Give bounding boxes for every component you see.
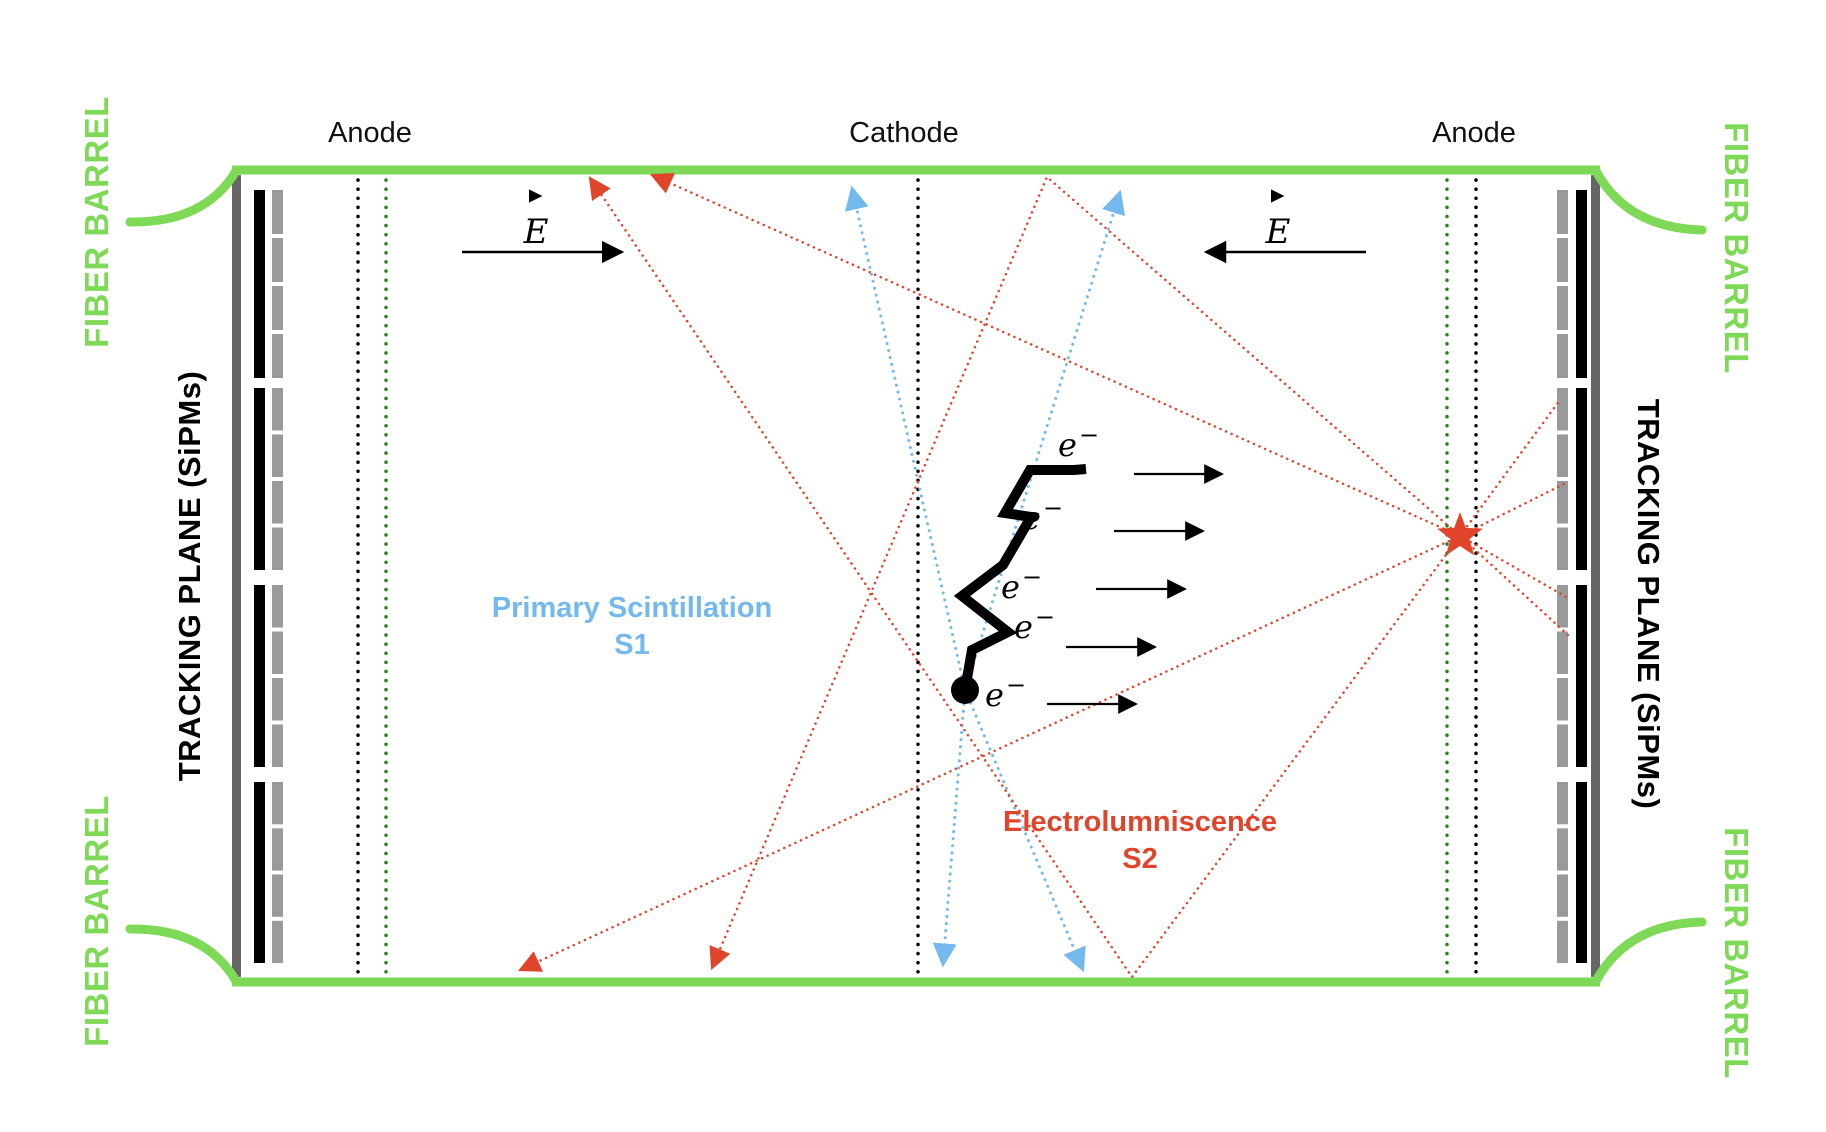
- track-origin-dot: [951, 676, 979, 704]
- sipm-pad: [1557, 678, 1568, 721]
- sipm-pad: [1557, 828, 1568, 871]
- field-label-left: E: [523, 212, 549, 252]
- sipm-board: [1576, 585, 1587, 767]
- track-path: [953, 464, 1087, 691]
- left-endcap: [232, 175, 241, 977]
- sipm-pad: [272, 874, 283, 917]
- sipm-pad: [1557, 388, 1568, 431]
- electroluminescence-star-icon: [1437, 512, 1483, 556]
- sipm-board: [1576, 782, 1587, 963]
- sipm-pad: [1557, 724, 1568, 767]
- sipm-pad: [272, 286, 283, 330]
- sipm-pad: [272, 334, 283, 378]
- s2-ray-to-top-left: [649, 172, 1462, 538]
- anode-left-label: Anode: [328, 117, 412, 149]
- cathode-label: Cathode: [849, 117, 959, 149]
- fiber-barrel-label-top-right: FIBER BARREL: [1718, 122, 1755, 374]
- s2-ray-to-sipm-4: [1458, 534, 1570, 637]
- detector-vessel: [232, 165, 1600, 987]
- sipm-board: [254, 190, 265, 378]
- sipm-pad: [272, 190, 283, 234]
- sipm-pad: [272, 434, 283, 477]
- field-label-right: E: [1265, 212, 1291, 252]
- s2-ray-to-sipm-2: [1458, 480, 1570, 538]
- s1-light-paths: [845, 185, 1126, 973]
- sipm-array-right: [1557, 190, 1587, 964]
- s2-ray-reflect-top: [709, 174, 1462, 971]
- vessel-interior: [238, 175, 1594, 977]
- sipm-array-left: [254, 190, 283, 964]
- barrel-arc-bottom-left: [125, 924, 241, 986]
- sipm-board: [1576, 388, 1587, 570]
- sipm-pad: [272, 920, 283, 964]
- s2-label-line2: S2: [1122, 843, 1157, 875]
- sipm-pad: [1557, 190, 1568, 234]
- sipm-pad: [272, 527, 283, 570]
- sipm-pad: [1557, 782, 1568, 825]
- s1-label-line2: S1: [614, 629, 649, 661]
- field-indicator-right: E: [1203, 189, 1366, 264]
- sipm-pad: [1557, 874, 1568, 917]
- sipm-pad: [272, 724, 283, 767]
- sipm-pad: [1557, 334, 1568, 378]
- fiber-barrel-arcs: [125, 166, 1707, 986]
- barrel-arc-top-left: [125, 166, 241, 227]
- fiber-barrel-label-top-left: FIBER BARREL: [78, 96, 115, 348]
- s2-light-paths: [517, 172, 1570, 980]
- tracking-plane-right-label: TRACKING PLANE (SiPMs): [1631, 399, 1666, 810]
- sipm-pad: [1557, 631, 1568, 674]
- s2-ray-reflect-bottom: [588, 176, 1462, 980]
- field-indicator-left: E: [462, 189, 625, 264]
- s1-ray-up-right: [963, 189, 1126, 692]
- anode-right-label: Anode: [1432, 117, 1516, 149]
- s2-ray-to-sipm-1: [1458, 398, 1562, 538]
- sipm-pad: [1557, 527, 1568, 570]
- sipm-board: [254, 388, 265, 570]
- sipm-board: [1576, 190, 1587, 378]
- sipm-pad: [1557, 238, 1568, 282]
- sipm-pad: [272, 782, 283, 825]
- s1-ray-up-left: [845, 185, 967, 692]
- sipm-pad: [1557, 585, 1568, 628]
- s2-ray-to-sipm-3: [1458, 534, 1570, 600]
- sipm-pad: [1557, 920, 1568, 964]
- s1-ray-down-right: [963, 688, 1086, 973]
- fiber-barrel-label-bottom-right: FIBER BARREL: [1718, 827, 1755, 1079]
- barrel-arc-bottom-right: [1591, 917, 1707, 986]
- right-endcap: [1591, 175, 1600, 977]
- sipm-pad: [1557, 434, 1568, 477]
- barrel-arc-top-right: [1591, 166, 1707, 235]
- s2-label-line1: Electrolumniscence: [1003, 806, 1277, 838]
- sipm-pad: [272, 631, 283, 674]
- tracking-plane-left-label: TRACKING PLANE (SiPMs): [172, 371, 207, 782]
- fiber-barrel-label-bottom-left: FIBER BARREL: [78, 795, 115, 1047]
- ionization-track: [951, 464, 1087, 704]
- sipm-pad: [272, 238, 283, 282]
- sipm-board: [254, 782, 265, 963]
- s2-ray-to-bottom-left: [517, 534, 1462, 972]
- sipm-pad: [1557, 481, 1568, 524]
- sipm-pad: [1557, 286, 1568, 330]
- sipm-pad: [272, 388, 283, 431]
- s1-label-line1: Primary Scintillation: [492, 592, 772, 624]
- sipm-pad: [272, 481, 283, 524]
- sipm-pad: [272, 678, 283, 721]
- sipm-board: [254, 585, 265, 767]
- sipm-pad: [272, 828, 283, 871]
- sipm-pad: [272, 585, 283, 628]
